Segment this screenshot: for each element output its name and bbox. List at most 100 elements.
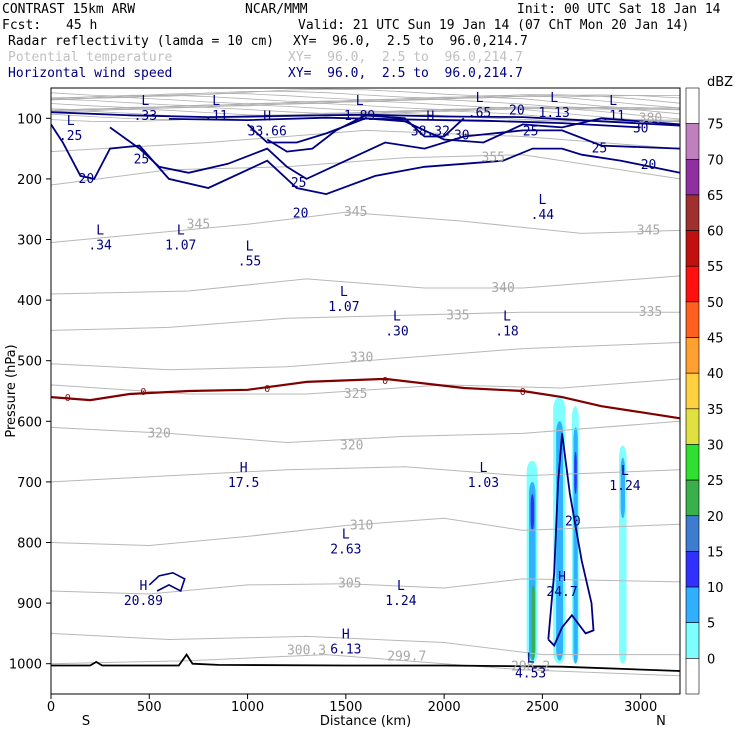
theta-contour bbox=[50, 94, 681, 109]
extremum-mark: L bbox=[480, 461, 488, 476]
theta-contours bbox=[50, 88, 681, 677]
colorbar-segment bbox=[685, 444, 700, 481]
colorbar-tick-label: 10 bbox=[707, 581, 724, 596]
theta-label: 310 bbox=[350, 519, 373, 534]
colorbar-tick-label: 40 bbox=[707, 367, 724, 382]
field-name-wind: Horizontal wind speed bbox=[8, 66, 173, 81]
y-axis-label: Pressure (hPa) bbox=[4, 344, 19, 437]
extremum-value: .11 bbox=[204, 109, 227, 124]
colorbar-segment bbox=[685, 479, 700, 517]
x-tick-label: 500 bbox=[137, 700, 162, 715]
colorbar-tick-label: 35 bbox=[707, 403, 724, 418]
extremum-value: .65 bbox=[468, 106, 491, 121]
reflectivity-cell bbox=[530, 494, 535, 531]
theta-label: 298.2 bbox=[511, 660, 550, 675]
wind-label: 25 bbox=[592, 142, 608, 157]
extremum-value: 1.24 bbox=[609, 479, 640, 494]
extremum-value: 1.89 bbox=[344, 109, 375, 124]
theta-contour bbox=[50, 311, 680, 331]
colorbar-tick-label: 60 bbox=[707, 225, 724, 240]
colorbar-tick-label: 70 bbox=[707, 153, 724, 168]
extremum-value: 33.66 bbox=[248, 124, 287, 139]
theta-label: 380 bbox=[639, 111, 662, 126]
theta-label: 320 bbox=[147, 426, 170, 441]
y-tick-label: 800 bbox=[17, 537, 42, 552]
freezing-label: 0 bbox=[382, 376, 388, 387]
theta-contour bbox=[50, 275, 681, 295]
x-end-left: S bbox=[82, 714, 90, 729]
extremum-value: 2.63 bbox=[330, 543, 361, 558]
freezing-level-line bbox=[50, 377, 681, 420]
extremum-mark: L bbox=[527, 652, 535, 667]
x-end-right: N bbox=[656, 714, 666, 729]
freezing-label: 0 bbox=[520, 387, 526, 398]
x-tick-label: 3000 bbox=[624, 700, 657, 715]
wind-contour bbox=[547, 433, 595, 648]
extremum-mark: L bbox=[621, 464, 629, 479]
extremum-value: 1.03 bbox=[468, 476, 499, 491]
extremum-mark: L bbox=[342, 528, 350, 543]
reflectivity-fills bbox=[526, 397, 627, 664]
theta-label: 305 bbox=[338, 577, 361, 592]
y-tick-label: 500 bbox=[17, 355, 42, 370]
x-tick-label: 0 bbox=[47, 700, 55, 715]
colorbar-segment bbox=[685, 194, 700, 231]
theta-contour bbox=[50, 517, 681, 547]
wind-label: 20 bbox=[509, 103, 525, 118]
x-tick-label: 1500 bbox=[329, 700, 362, 715]
wind-contour bbox=[109, 126, 681, 180]
freezing-label: 0 bbox=[264, 384, 270, 395]
extremum-value: 6.13 bbox=[330, 642, 361, 657]
theta-label: 345 bbox=[637, 223, 660, 238]
theta-contour bbox=[50, 342, 681, 371]
wind-contours bbox=[50, 111, 681, 648]
colorbar-tick-label: 15 bbox=[707, 545, 724, 560]
theta-contour bbox=[50, 654, 681, 677]
wind-label: 20 bbox=[641, 158, 657, 173]
wind-contour bbox=[50, 123, 681, 196]
theta-label: 335 bbox=[446, 308, 469, 323]
wind-contour bbox=[148, 571, 186, 593]
theta-contour bbox=[50, 108, 681, 123]
colorbar-tick-label: 55 bbox=[707, 260, 724, 275]
extremum-mark: L bbox=[550, 91, 558, 106]
x-tick-label: 2500 bbox=[526, 700, 559, 715]
theta-contour bbox=[50, 154, 681, 186]
wind-label: 30 bbox=[454, 128, 470, 143]
wind-label: 25 bbox=[291, 176, 307, 191]
colorbar: 0 5 10 15 20 25 30 35 40 45 50 55 60 65 70 75 dBZ bbox=[685, 75, 733, 695]
theta-contour bbox=[50, 211, 681, 243]
wind-contour bbox=[246, 117, 681, 144]
organization: NCAR/MMM bbox=[245, 2, 308, 17]
y-tick-label: 1000 bbox=[9, 658, 42, 673]
extremum-value: .30 bbox=[385, 324, 408, 339]
colorbar-segment bbox=[685, 87, 700, 124]
wind-label: 20 bbox=[79, 172, 95, 187]
colorbar-segment bbox=[685, 408, 700, 445]
contour-labels: 380 355 345 345 345 340 335 335 330 325 320 320 310 3… bbox=[59, 91, 662, 682]
field-xy-theta: XY= 96.0, 2.5 to 96.0,214.7 bbox=[288, 50, 523, 65]
y-tick-label: 100 bbox=[17, 112, 42, 127]
extremum-value: 1.13 bbox=[539, 106, 570, 121]
theta-label: 300.3 bbox=[287, 643, 326, 658]
theta-contour bbox=[50, 102, 681, 111]
theta-label: 345 bbox=[344, 205, 367, 220]
extremum-value: 20.89 bbox=[124, 594, 163, 609]
colorbar-segment bbox=[685, 158, 700, 196]
model-name: CONTRAST 15km ARW bbox=[2, 2, 136, 17]
colorbar-tick-label: 50 bbox=[707, 296, 724, 311]
wind-contour bbox=[168, 116, 641, 129]
field-name-reflectivity: Radar reflectivity (lamda = 10 cm) bbox=[8, 34, 275, 49]
extremum-mark: L bbox=[393, 309, 401, 324]
theta-contour bbox=[50, 420, 681, 444]
theta-label: 299.7 bbox=[387, 649, 426, 664]
theta-label: 330 bbox=[350, 351, 373, 366]
y-tick-label: 700 bbox=[17, 476, 42, 491]
freezing-level-contour bbox=[50, 377, 681, 420]
init-time: Init: 00 UTC Sat 18 Jan 14 bbox=[517, 2, 721, 17]
theta-contour bbox=[50, 466, 681, 483]
extremum-mark: L bbox=[397, 579, 405, 594]
extremum-value: .18 bbox=[495, 324, 518, 339]
